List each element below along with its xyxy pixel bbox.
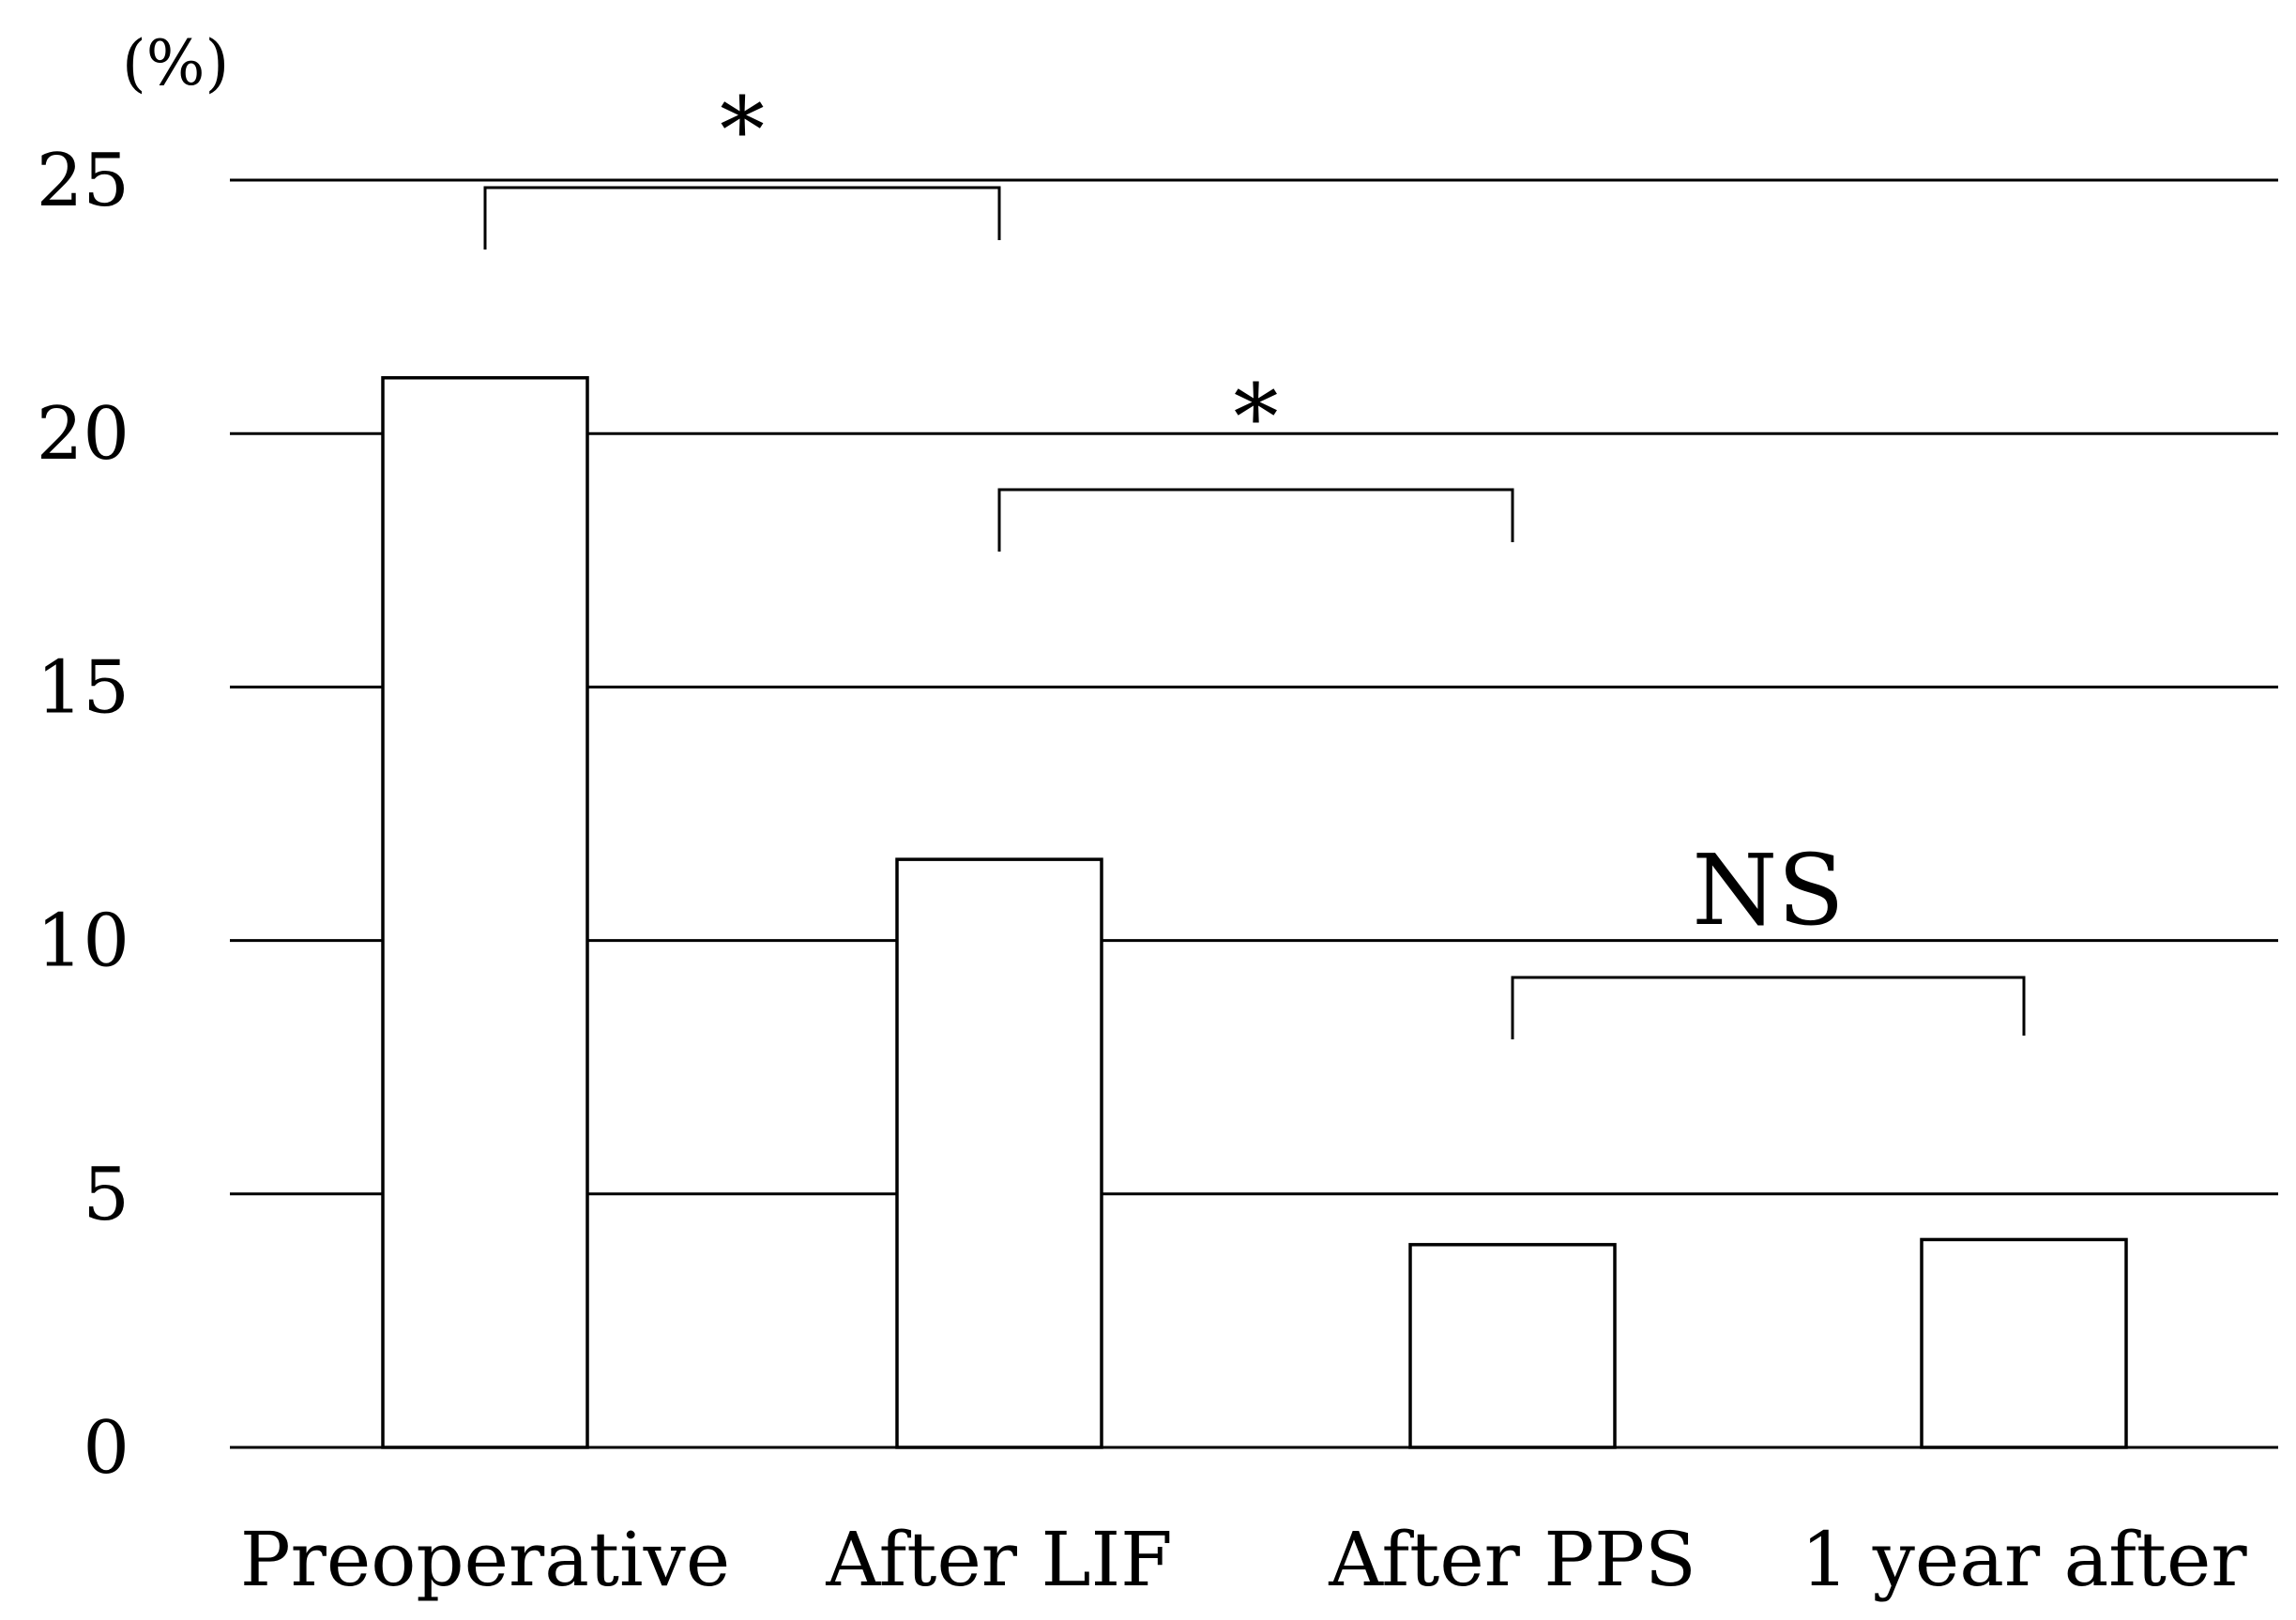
category-label: Preoperative (240, 1516, 730, 1603)
significance-label: NS (1692, 833, 1844, 947)
y-tick-label: 25 (37, 139, 129, 223)
bar-after-pps (1408, 1243, 1617, 1449)
category-label: After LIF (825, 1516, 1172, 1603)
y-unit-label: (%) (122, 27, 229, 99)
significance-brackets: * * NS (483, 78, 2026, 1039)
category-labels: Preoperative After LIF After PPS 1 year aft… (240, 1516, 2248, 1603)
y-tick-labels: 0 5 10 15 20 25 (37, 139, 129, 1491)
y-tick-label: 15 (37, 645, 129, 730)
category-label: After PPS (1328, 1516, 1696, 1603)
significance-label: * (720, 78, 765, 183)
category-label: 1 year after (1801, 1516, 2247, 1603)
bar-after-lif (895, 857, 1103, 1449)
significance-label: * (1234, 365, 1279, 470)
bar-1-year-after (1920, 1237, 2128, 1449)
significance-bracket (997, 488, 1514, 552)
significance-bracket (483, 186, 1001, 250)
y-tick-label: 0 (83, 1406, 129, 1491)
bars (381, 376, 2128, 1449)
y-tick-label: 10 (37, 900, 129, 984)
y-tick-label: 5 (83, 1153, 129, 1237)
bar-preoperative (381, 376, 589, 1449)
y-tick-label: 20 (37, 392, 129, 477)
significance-bracket (1511, 976, 2026, 1039)
